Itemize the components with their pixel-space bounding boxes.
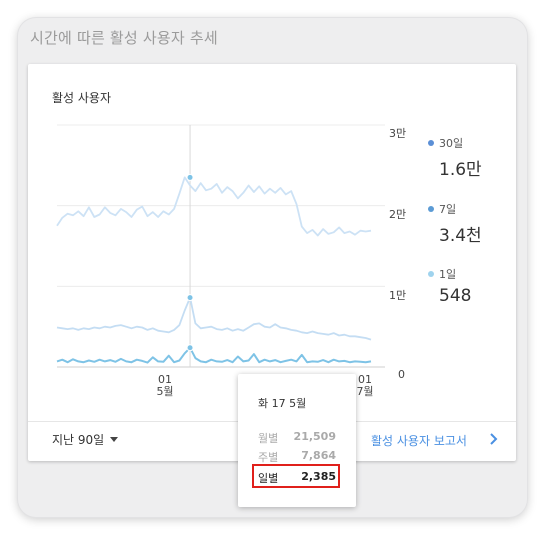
chart-tooltip: 화 17 5월 월별 21,509 주별 7,864 일별 2,385 bbox=[238, 374, 356, 507]
highlight-box bbox=[252, 464, 340, 488]
active-users-report-link[interactable]: 활성 사용자 보고서 bbox=[371, 434, 467, 448]
legend-value: 1.6만 bbox=[439, 160, 482, 180]
caret-down-icon bbox=[110, 437, 119, 442]
y-tick-label: 2만 bbox=[389, 208, 407, 221]
legend-value: 548 bbox=[439, 286, 472, 306]
legend-dot-icon bbox=[428, 140, 434, 146]
hover-point bbox=[186, 173, 194, 181]
card-title: 활성 사용자 bbox=[52, 91, 112, 105]
chevron-right-icon[interactable] bbox=[486, 432, 500, 446]
legend-dot-icon bbox=[428, 206, 434, 212]
legend-label: 1일 bbox=[439, 268, 457, 281]
y-tick-label: 1만 bbox=[389, 289, 407, 302]
y-tick-label: 3만 bbox=[389, 127, 407, 140]
date-range-dropdown[interactable]: 지난 90일 bbox=[52, 431, 119, 448]
y-tick-label: 0 bbox=[398, 368, 405, 381]
x-tick-label: 01 5월 bbox=[156, 373, 174, 398]
date-range-label: 지난 90일 bbox=[52, 433, 105, 447]
hover-point bbox=[186, 344, 194, 352]
series-line-3 bbox=[56, 346, 372, 364]
legend-label: 30일 bbox=[439, 137, 464, 150]
series-line-1 bbox=[56, 176, 372, 237]
tooltip-date: 화 17 5월 bbox=[258, 397, 307, 410]
panel-title: 시간에 따른 활성 사용자 추세 bbox=[30, 29, 218, 47]
legend-dot-icon bbox=[428, 271, 434, 277]
x-tick-label: 01 7월 bbox=[356, 373, 374, 398]
legend-label: 7일 bbox=[439, 203, 457, 216]
series-line-2 bbox=[56, 296, 372, 341]
legend-value: 3.4천 bbox=[439, 226, 482, 246]
hover-point bbox=[186, 294, 194, 302]
